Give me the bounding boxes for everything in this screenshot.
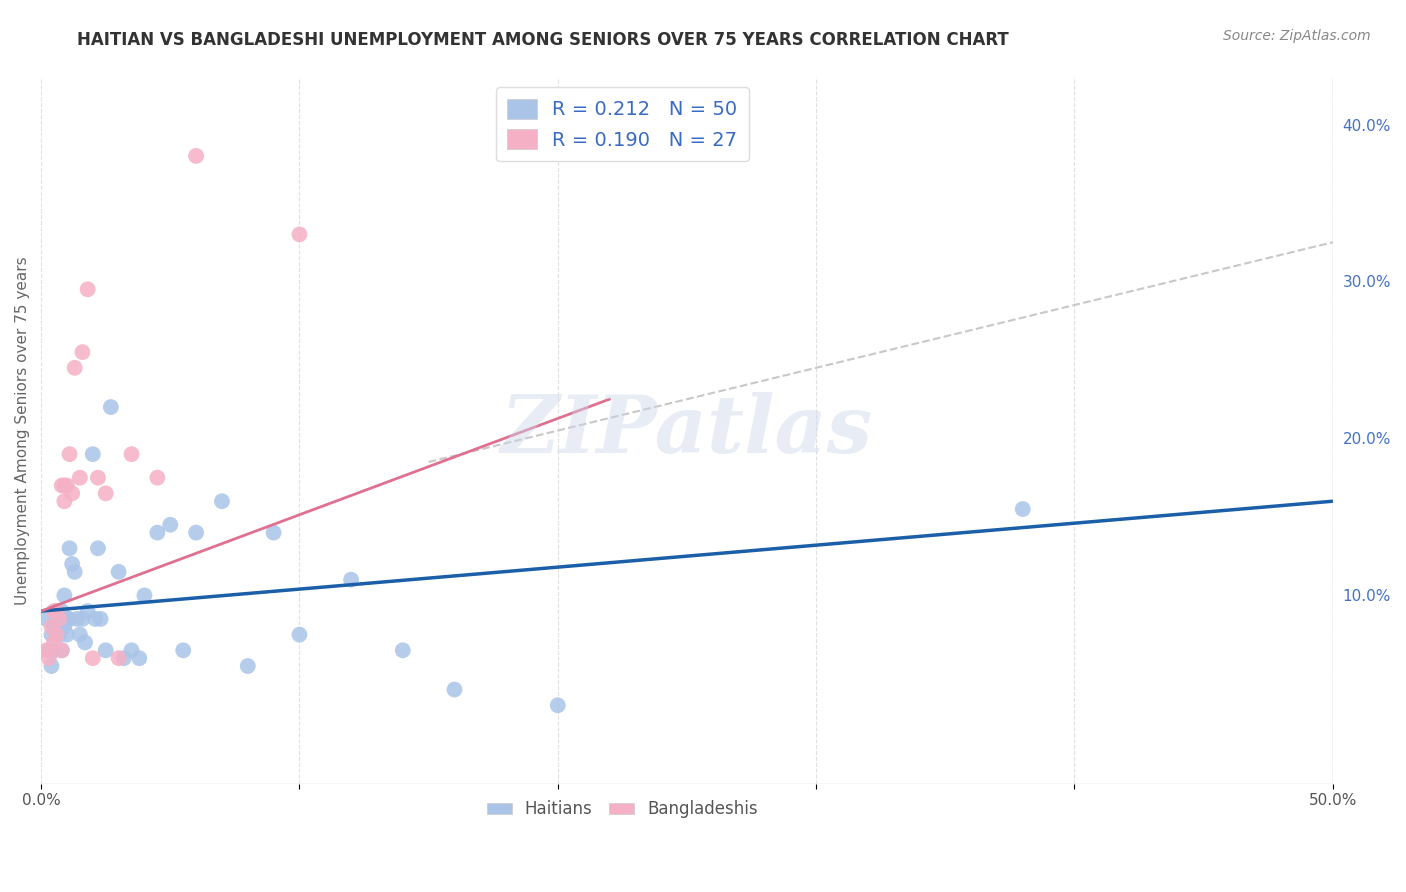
Point [340,573,363,587]
Point [288,627,311,641]
Point [53,620,76,634]
Point [58,612,80,626]
Point [41,659,63,673]
Point [89,612,111,626]
Point [121,643,143,657]
Point [1011,502,1033,516]
Point [184,149,207,163]
Point [45,604,67,618]
Point [172,643,194,657]
Point [35,643,58,657]
Point [42,604,65,618]
Point [391,643,413,657]
Point [107,565,129,579]
Point [76,604,98,618]
Point [128,651,150,665]
Point [146,525,169,540]
Point [41,627,63,641]
Point [84,612,107,626]
Point [87,541,110,556]
Point [53,494,76,508]
Point [60,486,83,500]
Point [87,471,110,485]
Point [35,612,58,626]
Point [94,486,117,500]
Point [66,612,89,626]
Point [53,588,76,602]
Point [211,494,233,508]
Point [51,643,73,657]
Point [60,557,83,571]
Point [45,604,67,618]
Point [288,227,311,242]
Point [69,627,91,641]
Text: ZIPatlas: ZIPatlas [501,392,873,469]
Point [184,525,207,540]
Point [56,612,79,626]
Text: Source: ZipAtlas.com: Source: ZipAtlas.com [1223,29,1371,43]
Point [48,612,70,626]
Point [51,643,73,657]
Point [51,478,73,492]
Point [69,471,91,485]
Point [58,447,80,461]
Point [72,612,94,626]
Point [38,643,60,657]
Point [58,541,80,556]
Point [51,604,73,618]
Point [38,651,60,665]
Point [82,651,104,665]
Point [56,627,79,641]
Point [42,635,65,649]
Point [107,651,129,665]
Point [56,612,79,626]
Point [134,588,156,602]
Legend: Haitians, Bangladeshis: Haitians, Bangladeshis [479,794,765,825]
Point [100,400,122,414]
Point [72,345,94,359]
Point [48,627,70,641]
Point [73,635,96,649]
Point [48,612,70,626]
Point [53,478,76,492]
Point [63,360,86,375]
Point [263,525,285,540]
Point [236,659,259,673]
Point [42,620,65,634]
Point [159,517,181,532]
Point [76,282,98,296]
Point [56,478,79,492]
Point [45,627,67,641]
Point [112,651,135,665]
Point [41,620,63,634]
Point [547,698,569,713]
Point [443,682,465,697]
Text: HAITIAN VS BANGLADESHI UNEMPLOYMENT AMONG SENIORS OVER 75 YEARS CORRELATION CHAR: HAITIAN VS BANGLADESHI UNEMPLOYMENT AMON… [77,31,1010,49]
Point [121,447,143,461]
Point [94,643,117,657]
Point [42,643,65,657]
Point [146,471,169,485]
Y-axis label: Unemployment Among Seniors over 75 years: Unemployment Among Seniors over 75 years [15,256,30,605]
Point [82,447,104,461]
Point [63,565,86,579]
Point [45,620,67,634]
